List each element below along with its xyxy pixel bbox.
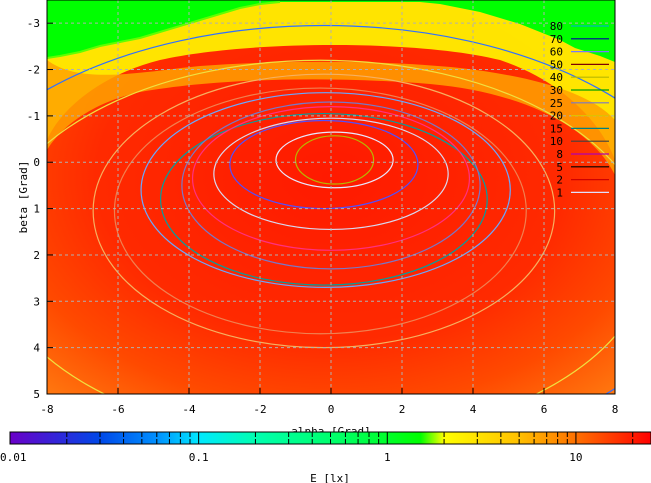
legend-label: 70 (550, 33, 563, 46)
legend-label: 20 (550, 110, 563, 123)
x-tick-label: 6 (541, 403, 548, 416)
y-tick-label: 2 (33, 249, 40, 262)
colorbar-ticks: 0.01 0.1 1 10 (0, 432, 634, 464)
legend-label: 60 (550, 46, 563, 59)
contour-level-2 (47, 59, 615, 394)
contour-level-25 (181, 101, 481, 270)
legend-label: 5 (556, 161, 563, 174)
colorbar-tick-label: 0.1 (189, 451, 209, 464)
x-tick-label: 8 (612, 403, 619, 416)
contour-level-30 (191, 106, 471, 251)
y-tick-label: 1 (33, 203, 40, 216)
x-tick-label: 4 (470, 403, 477, 416)
x-tick-label: -6 (111, 403, 124, 416)
legend-label: 1 (556, 186, 563, 199)
x-tick-label: -4 (182, 403, 196, 416)
contour-level-15 (140, 92, 511, 288)
x-tick-label: 2 (399, 403, 406, 416)
y-tick-label: -1 (27, 110, 40, 123)
contour-level-1 (47, 24, 615, 394)
legend-label: 25 (550, 97, 563, 110)
green-yellow-edge (47, 1, 281, 59)
colorbar-tick-label: 10 (569, 451, 582, 464)
contour-level-80 (294, 135, 375, 185)
legend-label: 30 (550, 84, 563, 97)
legend-label: 8 (556, 148, 563, 161)
contour-lines (47, 24, 615, 394)
legend-label: 80 (550, 20, 563, 33)
colorbar-tick-label: 0.01 (0, 451, 27, 464)
plot-area (47, 0, 615, 394)
legend-label: 10 (550, 135, 563, 148)
yellow-band (47, 0, 615, 160)
colorbar-tick-label: 1 (384, 451, 391, 464)
colorbar-label: E [lx] (310, 472, 350, 483)
x-axis-ticks: -8 -6 -4 -2 0 2 4 6 8 (40, 388, 618, 416)
y-tick-label: -3 (27, 17, 40, 30)
y-tick-label: 4 (33, 342, 40, 355)
x-tick-label: 0 (328, 403, 335, 416)
y-tick-label: 0 (33, 156, 40, 169)
green-region (47, 0, 615, 62)
orange-band (47, 60, 615, 175)
contour-level-70 (275, 131, 394, 189)
contour-level-20 (159, 112, 488, 286)
x-tick-label: -8 (40, 403, 53, 416)
contour-level-8 (113, 87, 527, 335)
legend-label: 50 (550, 58, 563, 71)
legend-label: 15 (550, 122, 563, 135)
y-tick-label: 5 (33, 388, 40, 401)
legend-label: 2 (556, 174, 563, 187)
x-tick-label: -2 (253, 403, 266, 416)
y-tick-label: -2 (27, 64, 40, 77)
y-tick-label: 3 (33, 295, 40, 308)
legend-label: 40 (550, 71, 563, 84)
y-axis-label: beta [Grad] (17, 161, 30, 234)
y-axis-ticks: -3 -2 -1 0 1 2 3 4 5 (27, 17, 53, 401)
